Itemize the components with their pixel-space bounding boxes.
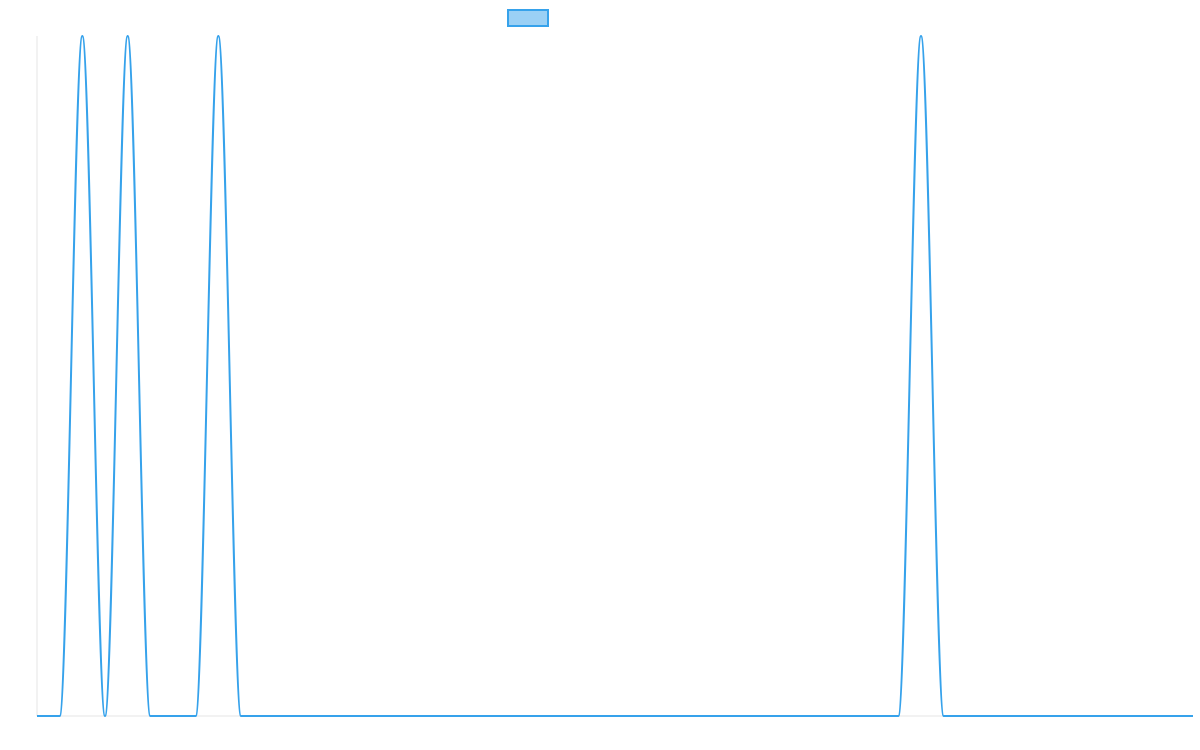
legend-swatch[interactable] — [507, 9, 549, 27]
series-line-0 — [37, 35, 1193, 717]
series-layer — [37, 35, 1193, 717]
axes — [36, 36, 1193, 717]
legend[interactable] — [507, 9, 549, 27]
